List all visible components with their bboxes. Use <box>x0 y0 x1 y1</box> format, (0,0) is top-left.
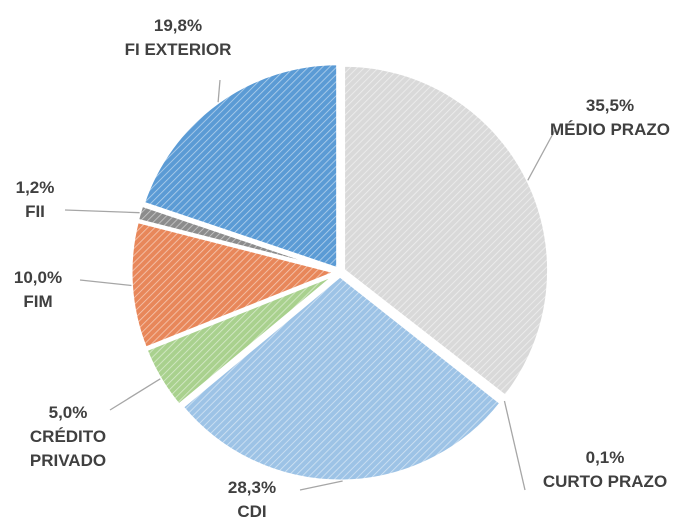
data-label: 28,3% CDI <box>207 476 297 524</box>
category-label: MÉDIO PRAZO <box>550 120 670 139</box>
leader-line <box>109 378 161 411</box>
pie-slice <box>342 63 551 399</box>
value-label: 10,0% <box>13 268 63 287</box>
leader-line <box>79 279 132 287</box>
leader-line <box>217 79 221 103</box>
data-label: 1,2% FII <box>5 176 65 224</box>
data-label: 35,5% MÉDIO PRAZO <box>530 94 690 142</box>
category-label: FIM <box>23 292 53 311</box>
data-label: 19,8% FI EXTERIOR <box>103 14 253 62</box>
data-label: 0,1% CURTO PRAZO <box>525 446 685 494</box>
category-label: FII <box>25 202 45 221</box>
pie-slice <box>135 203 337 273</box>
value-label: 28,3% <box>227 478 277 497</box>
category-label: FI EXTERIOR <box>124 40 232 59</box>
value-label: 5,0% <box>48 403 88 422</box>
data-label: 5,0% CRÉDITO PRIVADO <box>13 401 123 473</box>
value-label: 35,5% <box>585 96 635 115</box>
category-label: CRÉDITO PRIVADO <box>29 427 107 470</box>
leader-line <box>64 209 140 214</box>
leader-line <box>503 400 526 491</box>
value-label: 19,8% <box>153 16 203 35</box>
leader-line <box>299 480 343 491</box>
pie-slice <box>129 219 341 351</box>
value-label: 1,2% <box>15 178 55 197</box>
category-label: CURTO PRAZO <box>542 472 668 491</box>
data-label: 10,0% FIM <box>0 266 78 314</box>
pie-slice <box>180 274 504 483</box>
value-label: 0,1% <box>585 448 625 467</box>
category-label: CDI <box>237 502 267 521</box>
leader-line <box>527 129 556 181</box>
